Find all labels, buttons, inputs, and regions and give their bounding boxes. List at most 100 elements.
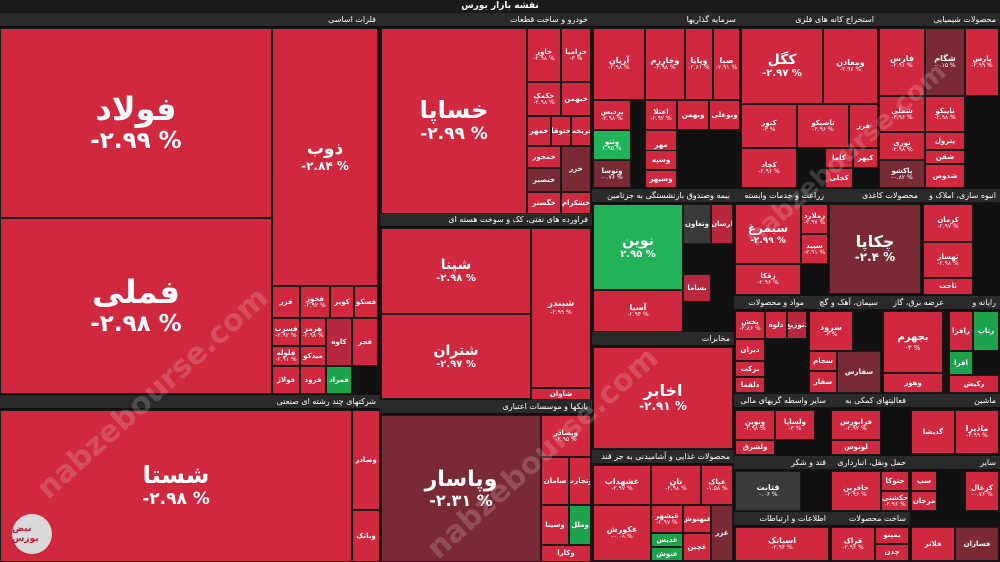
stock-tile[interactable]: سفارس — [837, 351, 881, 393]
stock-tile[interactable]: کجلی — [825, 168, 853, 188]
stock-tile[interactable]: ولساپا -۳ % — [775, 410, 815, 440]
stock-tile[interactable]: بجهرم -۳ % — [883, 311, 943, 373]
stock-tile[interactable]: کگل -۲.۹۷ % — [741, 28, 823, 104]
stock-tile[interactable]: خزامیا -۳ % — [561, 28, 591, 82]
stock-tile[interactable]: خساپا -۲.۹۹ % — [381, 28, 527, 214]
stock-tile[interactable]: فرابورس -۲.۹۲ % — [831, 410, 881, 440]
stock-tile[interactable]: وبصادر -۲.۹۵ % — [541, 415, 591, 457]
stock-tile[interactable]: مادیرا -۲.۹۹ % — [955, 410, 999, 454]
stock-tile[interactable]: فزر — [272, 286, 300, 318]
stock-tile[interactable]: پترول — [925, 132, 965, 150]
stock-tile[interactable]: خگستر — [527, 192, 561, 214]
stock-tile[interactable]: فمراد — [326, 366, 352, 394]
stock-tile[interactable]: تاپیکو -۲.۹۸ % — [925, 96, 965, 132]
stock-tile[interactable]: فلوله -۲.۹۱ % — [272, 346, 300, 366]
stock-tile[interactable]: سپ — [911, 471, 937, 491]
stock-tile[interactable]: رافزا — [949, 311, 973, 351]
stock-tile[interactable]: سرود -۳ % — [809, 311, 853, 351]
stock-tile[interactable]: شستا -۲.۹۸ % — [0, 410, 352, 562]
stock-tile[interactable]: ارسان — [711, 204, 733, 244]
stock-tile[interactable]: غکورش -۰.۰۸ % — [593, 505, 651, 561]
stock-tile[interactable]: فولاد -۲.۹۹ % — [0, 28, 272, 218]
stock-tile[interactable]: میدکو — [300, 346, 326, 366]
stock-tile[interactable]: تاصیکو -۲.۹۶ % — [797, 104, 849, 148]
stock-tile[interactable]: فسرب -۲.۹۲ % — [272, 318, 300, 346]
stock-tile[interactable]: سجام — [809, 351, 837, 371]
stock-tile[interactable]: فراک -۲.۹۶ % — [831, 527, 875, 561]
stock-tile[interactable]: وسینا — [541, 505, 569, 545]
stock-tile[interactable]: ثاخت — [923, 278, 973, 295]
stock-tile[interactable]: شتران -۲.۹۷ % — [381, 314, 531, 399]
stock-tile[interactable]: وبوعلی — [709, 100, 740, 130]
stock-tile[interactable]: وسپهر — [645, 170, 677, 188]
stock-tile[interactable]: زملارد -۲.۹۷ % — [801, 204, 828, 234]
stock-tile[interactable]: خبهمن — [561, 82, 591, 116]
stock-tile[interactable]: غزر — [711, 505, 733, 561]
stock-tile[interactable]: شفن — [925, 150, 965, 164]
stock-tile[interactable]: حتوکا — [881, 471, 909, 491]
stock-tile[interactable]: شبندر -۲.۹۹ % — [531, 228, 591, 388]
stock-tile[interactable]: وملل — [569, 505, 591, 545]
stock-tile[interactable]: وپاسار -۲.۳۱ % — [381, 415, 541, 562]
stock-tile[interactable]: غشهداب -۲.۹۷ % — [593, 465, 651, 505]
stock-tile[interactable]: دلقما — [735, 377, 765, 393]
stock-tile[interactable]: حافرین -۲.۹۶ % — [831, 471, 881, 511]
stock-tile[interactable]: رتاپ — [973, 311, 999, 351]
stock-tile[interactable]: شدوص — [925, 164, 965, 188]
stock-tile[interactable]: فجر — [352, 318, 378, 366]
stock-tile[interactable]: وکارا — [541, 545, 591, 562]
stock-tile[interactable]: رکیش — [949, 375, 999, 393]
stock-tile[interactable]: خشکرام — [561, 192, 591, 214]
stock-tile[interactable]: سفار — [809, 371, 837, 393]
stock-tile[interactable]: غدیس — [651, 533, 683, 547]
stock-tile[interactable]: وسپه — [645, 150, 677, 170]
stock-tile[interactable]: خاور -۲.۹۸ % — [527, 28, 561, 82]
stock-tile[interactable]: وثنو ۲.۹۵ % — [593, 130, 631, 160]
stock-tile[interactable]: خزر — [561, 146, 591, 192]
stock-tile[interactable]: خنصیر — [527, 168, 561, 192]
stock-tile[interactable]: دیران — [735, 339, 765, 361]
stock-tile[interactable]: آریان -۲.۹۸ % — [593, 28, 645, 100]
stock-tile[interactable]: فسازان — [955, 527, 999, 561]
stock-tile[interactable]: وتوسا -۰.۷۶ % — [593, 160, 631, 188]
stock-tile[interactable]: اسیاتک -۲.۹۴ % — [735, 527, 829, 561]
stock-tile[interactable]: وتجارت — [569, 457, 591, 505]
stock-tile[interactable]: وخارزم -۲.۹۸ % — [645, 28, 685, 100]
stock-tile[interactable]: اخابر -۲.۹۱ % — [593, 347, 733, 449]
stock-tile[interactable]: فسکو — [354, 286, 378, 318]
stock-tile[interactable]: حکشتی -۲.۹۶ % — [881, 491, 909, 511]
stock-tile[interactable]: فلاتر — [911, 527, 955, 561]
stock-tile[interactable]: غچین — [683, 533, 711, 561]
stock-tile[interactable]: فولاژ — [272, 366, 300, 394]
stock-tile[interactable]: مرجان — [911, 491, 937, 511]
stock-tile[interactable]: شپنا -۲.۹۸ % — [381, 228, 531, 314]
stock-tile[interactable]: وپایا -۲.۶۱ % — [685, 28, 713, 100]
stock-tile[interactable]: نوری -۲.۹۸ % — [879, 132, 925, 160]
stock-tile[interactable]: گدیشا — [911, 410, 955, 454]
stock-tile[interactable]: پارس -۲.۹۹ % — [965, 28, 999, 96]
stock-tile[interactable]: سیمرغ -۲.۹۹ % — [735, 204, 801, 264]
stock-tile[interactable]: خمهر — [527, 116, 551, 146]
stock-tile[interactable]: دلوه — [765, 311, 787, 339]
stock-tile[interactable]: لوتوس — [831, 440, 881, 455]
stock-tile[interactable]: خکمک -۲.۹۸ % — [527, 82, 561, 116]
stock-tile[interactable]: افرا — [949, 351, 973, 375]
stock-tile[interactable]: وهور — [883, 373, 943, 393]
stock-tile[interactable]: ذوب -۲.۸۴ % — [272, 28, 378, 286]
stock-tile[interactable]: بساما — [683, 274, 711, 302]
stock-tile[interactable]: کزغال -۰.۷۶ % — [965, 471, 999, 511]
stock-tile[interactable]: دتوزیع — [787, 311, 807, 339]
stock-tile[interactable]: کپهر — [853, 148, 878, 168]
stock-tile[interactable]: هرمز -۲.۹۸ % — [300, 318, 326, 346]
stock-tile[interactable]: برکت — [735, 361, 765, 377]
stock-tile[interactable]: وبانک — [352, 510, 380, 562]
stock-tile[interactable]: کنور -۳ % — [741, 104, 797, 148]
stock-tile[interactable]: قثابت ۰.۰۶ % — [735, 471, 801, 511]
stock-tile[interactable]: پاکشو -۰.۸۲ % — [879, 160, 925, 188]
stock-tile[interactable]: چدن — [875, 544, 909, 561]
stock-tile[interactable]: شگام -۰.۱۵ % — [925, 28, 965, 96]
stock-tile[interactable]: چکاپا -۲.۴ % — [829, 204, 921, 294]
stock-tile[interactable]: کرمان -۲.۹۷ % — [923, 204, 973, 242]
stock-tile[interactable]: غپاک -۱.۵۸ % — [701, 465, 733, 505]
stock-tile[interactable]: غبشهر -۲.۹۷ % — [651, 505, 683, 533]
